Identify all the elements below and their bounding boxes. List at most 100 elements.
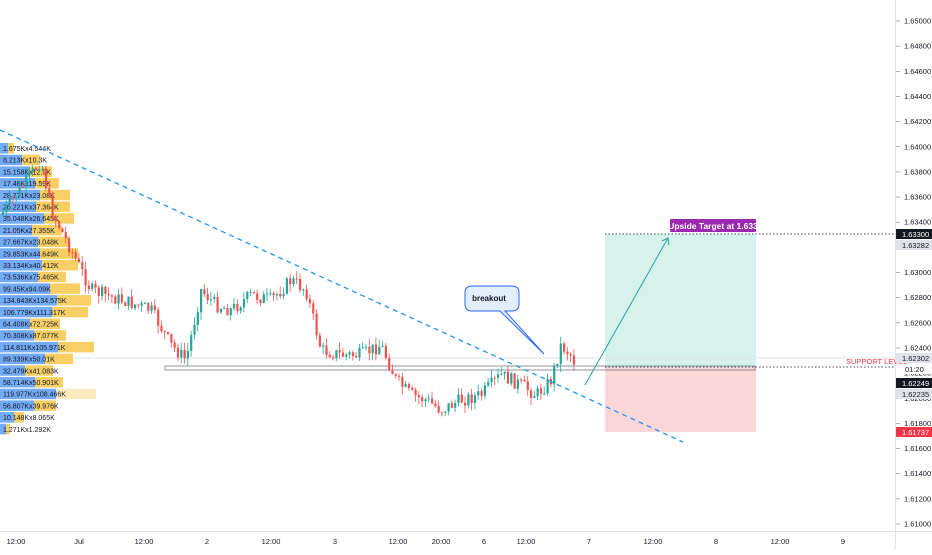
- candle-body: [233, 304, 236, 309]
- support-level-label: SUPPORT LEVEL: [846, 357, 907, 366]
- volume-bar-buy: [0, 353, 45, 365]
- candle-body: [308, 298, 312, 304]
- candle-body: [229, 308, 232, 316]
- target-price-value: 1.63300: [902, 230, 929, 239]
- candle-body: [54, 218, 57, 222]
- breakout-label: breakout: [472, 294, 506, 303]
- price-tick-label: 1.62600: [904, 318, 931, 327]
- target-arrow[interactable]: [584, 237, 669, 386]
- candle-body: [173, 342, 176, 348]
- candle-body: [219, 309, 222, 313]
- volume-profile-label: 1.271Kx1.292K: [3, 427, 51, 434]
- profit-zone[interactable]: [605, 234, 756, 367]
- upside-target-tag[interactable]: Upside Target at 1.633: [668, 219, 758, 232]
- candle-body: [407, 383, 411, 388]
- volume-bar-sell: [38, 236, 68, 248]
- candle-body: [454, 402, 457, 408]
- loss-zone[interactable]: [605, 367, 756, 432]
- candle-body: [71, 252, 74, 254]
- volume-bar-buy: [0, 341, 58, 353]
- candle-body: [394, 374, 397, 376]
- volume-bar-buy: [0, 166, 30, 177]
- candle-body: [556, 363, 559, 366]
- upside-target-label: Upside Target at 1.633: [668, 221, 758, 231]
- candle-body: [302, 289, 305, 291]
- breakout-callout[interactable]: breakout: [464, 285, 545, 355]
- candle-body: [447, 403, 450, 412]
- candle-body: [480, 391, 483, 396]
- candle-body: [332, 357, 335, 359]
- candle-body: [130, 296, 133, 309]
- candle-body: [84, 269, 87, 286]
- candle-body: [553, 365, 556, 385]
- volume-bar-buy: [0, 423, 6, 435]
- candle-body: [371, 344, 374, 354]
- candle-body: [223, 308, 226, 310]
- current-price-value: 1.62302: [902, 354, 929, 363]
- volume-profile-label: 15.158Kx12.9K: [3, 169, 51, 176]
- candle-body: [318, 335, 321, 347]
- candle-body: [464, 402, 467, 406]
- candle-body: [487, 382, 490, 386]
- descending-trendline[interactable]: [0, 129, 684, 443]
- candle-body: [249, 291, 252, 293]
- volume-profile-label: 89.339Kx50.01K: [3, 357, 55, 364]
- volume-profile-label: 114.811Kx105.971K: [3, 345, 66, 352]
- candle-body: [559, 343, 562, 364]
- candle-body: [31, 168, 34, 172]
- countdown-value: 01:20: [905, 365, 924, 374]
- candle-body: [477, 391, 480, 396]
- volume-bar-buy: [0, 178, 35, 189]
- candle-body: [398, 375, 401, 377]
- candle-body: [467, 394, 470, 406]
- candle-body: [328, 354, 331, 358]
- stop-loss-value: 1.61737: [902, 428, 929, 437]
- candle-body: [381, 345, 384, 347]
- candle-body: [523, 379, 526, 382]
- candle-body: [163, 331, 166, 333]
- candle-body: [256, 293, 259, 300]
- volume-profile-label: 29.853Kx44.649K: [3, 251, 59, 258]
- volume-bar-buy: [0, 330, 34, 341]
- volume-bar-buy: [0, 412, 14, 423]
- volume-profile-label: 119.977Kx108.466K: [3, 392, 66, 399]
- candle-body: [351, 352, 354, 356]
- candle-body: [107, 293, 110, 296]
- candle-body: [493, 377, 496, 379]
- volume-bar-buy: [0, 306, 52, 318]
- candle-body: [325, 345, 328, 355]
- candle-body: [259, 299, 262, 303]
- candle-body: [110, 295, 114, 297]
- stop-b-tag: [896, 389, 932, 399]
- volume-bar-sell: [44, 213, 74, 224]
- candle-body: [167, 332, 170, 334]
- candle-body: [44, 168, 48, 189]
- candle-body: [2, 212, 5, 215]
- support-zone[interactable]: [164, 365, 756, 371]
- price-tick-label: 1.62800: [904, 293, 931, 302]
- price-tick-label: 1.64000: [904, 142, 931, 151]
- candle-body: [252, 291, 255, 294]
- volume-bar-sell: [32, 224, 62, 236]
- candle-body: [437, 406, 440, 413]
- candle-body: [444, 411, 447, 413]
- candle-body: [124, 302, 127, 306]
- candle-body: [68, 238, 71, 253]
- candle-body: [206, 294, 209, 301]
- volume-profile-label: 10.148Kx8.065K: [3, 415, 55, 422]
- volume-profile-label: 70.308Kx87.077K: [3, 333, 59, 340]
- candle-body: [157, 309, 160, 326]
- price-tags: 1.63300 1.63282 1.62302 01:20 1.62249 1.…: [896, 229, 932, 437]
- candle-body: [506, 371, 510, 384]
- candle-body: [539, 388, 543, 394]
- candle-body: [262, 294, 265, 303]
- candle-body: [457, 394, 460, 403]
- candle-body: [58, 221, 61, 229]
- candle-body: [160, 325, 163, 332]
- time-axis[interactable]: 12:00 Jul 12:00 2 12:00 3 12:00 20:00 6 12:00 7 12:…: [7, 537, 845, 546]
- candle-body: [140, 303, 143, 306]
- volume-bar-buy: [0, 271, 38, 283]
- volume-bar-buy: [0, 224, 32, 236]
